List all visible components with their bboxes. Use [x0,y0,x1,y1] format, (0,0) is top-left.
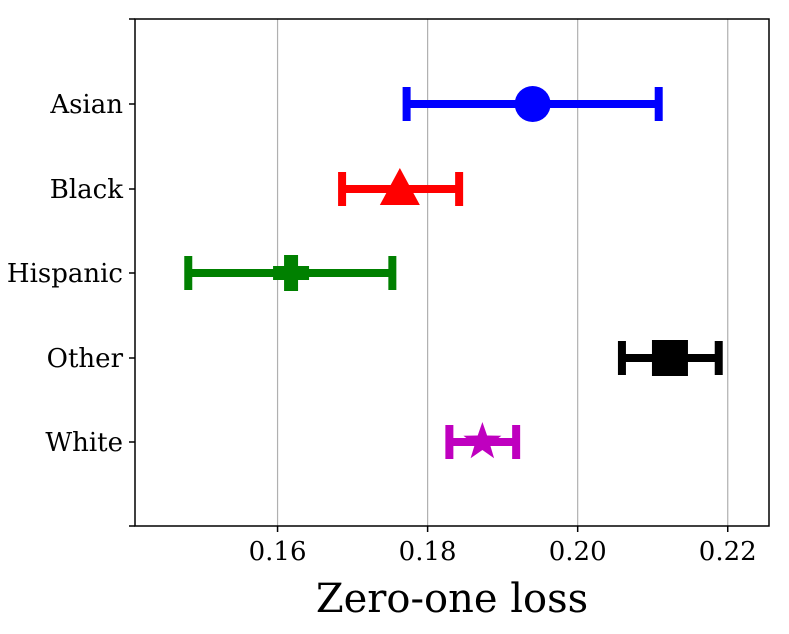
point-marker-plus [273,255,310,291]
point-marker-star [463,422,502,459]
x-tick-label: 0.22 [699,537,757,567]
axes: 0.16 0.18 0.20 0.22 Asian Black Hispanic Other W… [7,18,757,567]
point-marker-circle [514,86,551,122]
x-tick-label: 0.16 [249,537,307,567]
x-axis-title: Zero-one loss [316,576,588,622]
x-tick-label: 0.20 [549,537,607,567]
y-tick-label: Other [47,344,124,374]
point-marker-triangle [379,168,420,205]
y-tick-label: Black [50,175,123,205]
x-tick-label: 0.18 [399,537,457,567]
point-marker-square [651,340,688,376]
y-tick-label: Hispanic [7,259,123,289]
y-tick-label: White [45,428,123,458]
y-tick-label: Asian [49,90,123,120]
data-layer [184,86,723,459]
